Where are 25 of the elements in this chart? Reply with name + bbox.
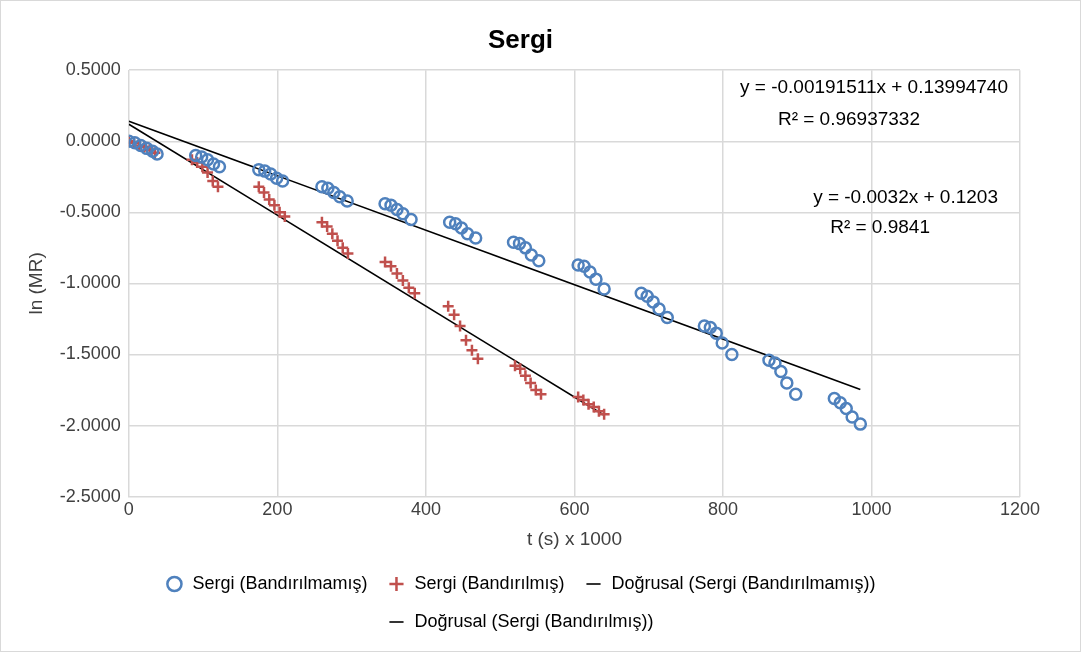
legend-label: Sergi (Bandırılmamış) [192,572,368,593]
y-axis-title: ln (MR) [24,252,46,315]
x-tick-label: 800 [707,499,738,520]
y-tick-label: -2.0000 [59,414,121,435]
y-tick-label: -2.5000 [59,485,121,506]
y-tick-label: 0.5000 [65,59,121,80]
legend-label: Doğrusal (Sergi (Bandırılmış)) [414,610,654,631]
x-tick-label: 600 [559,499,590,520]
annotation: y = -0.00191511x + 0.13994740 [740,76,1008,98]
legend-label: Sergi (Bandırılmış) [414,572,565,593]
x-tick-label: 1000 [851,499,892,520]
x-tick-label: 0 [123,499,134,520]
x-axis-title: t (s) x 1000 [526,527,622,549]
y-tick-label: 0.0000 [65,130,121,151]
annotation: R² = 0.96937332 [777,108,920,130]
x-tick-label: 200 [262,499,293,520]
legend-label: Doğrusal (Sergi (Bandırılmamış)) [611,572,876,593]
y-tick-label: -0.5000 [59,201,121,222]
x-tick-label: 400 [410,499,441,520]
chart-title: Sergi [487,23,554,54]
x-tick-label: 1200 [999,499,1041,520]
annotation: R² = 0.9841 [830,216,930,238]
annotation: y = -0.0032x + 0.1203 [813,186,998,208]
y-tick-label: -1.5000 [59,343,121,364]
y-tick-label: -1.0000 [59,272,121,293]
